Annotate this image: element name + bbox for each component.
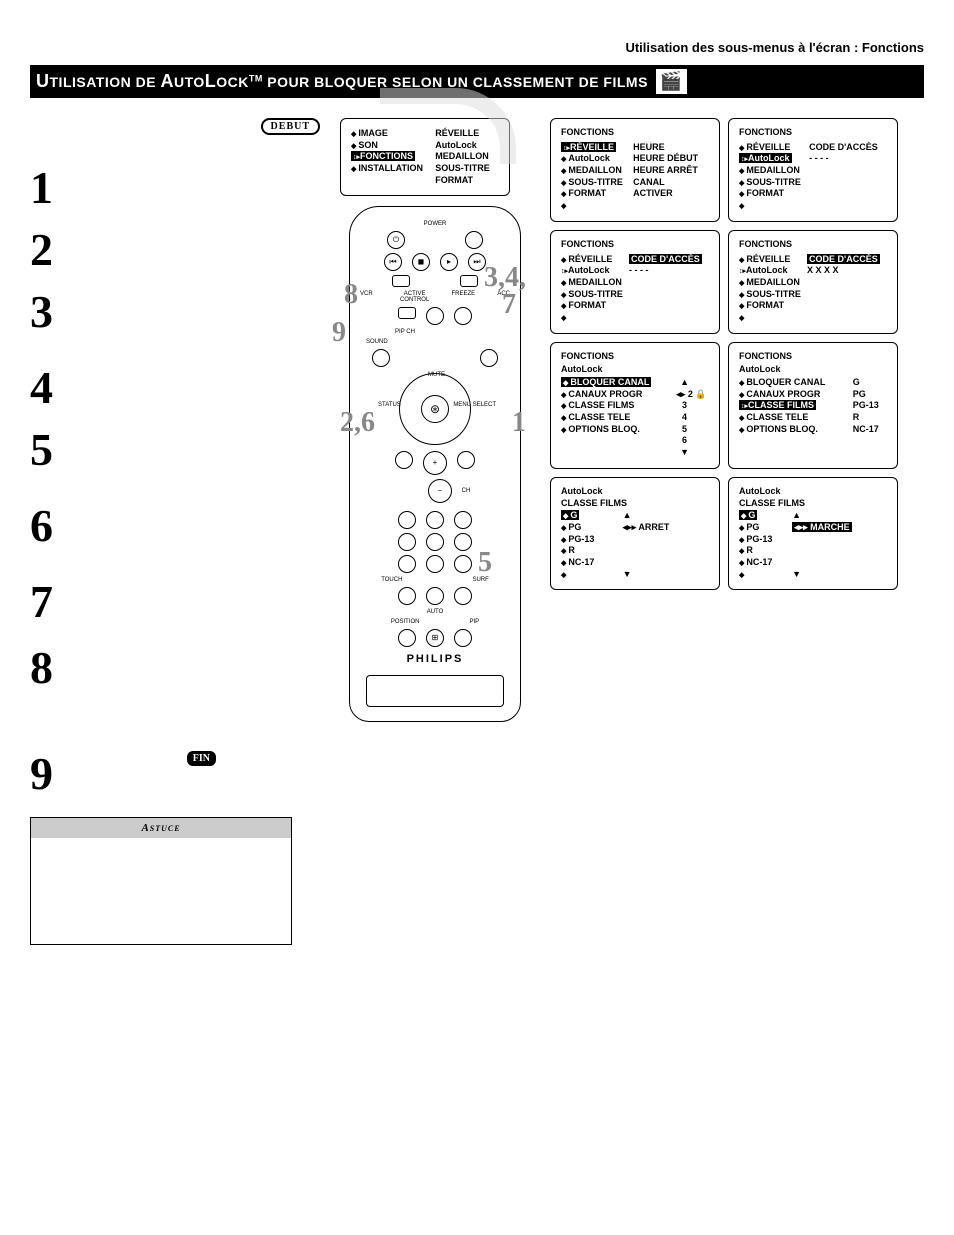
brand-label: PHILIPS bbox=[360, 653, 510, 665]
pip2-button[interactable] bbox=[454, 629, 472, 647]
vol-dn-button[interactable]: − bbox=[428, 479, 452, 503]
remote-column: IMAGE SON FONCTIONS INSTALLATION RÉVEILL… bbox=[340, 118, 530, 945]
panel-autolock-classe: FONCTIONS AutoLock BLOQUER CANAL CANAUX … bbox=[728, 342, 898, 469]
play-button[interactable]: ▸ bbox=[440, 253, 458, 271]
panel-classe-arret: AutoLock CLASSE FILMS G PG PG-13 R NC-17… bbox=[550, 477, 720, 591]
blank-button[interactable] bbox=[480, 349, 498, 367]
header-context: Utilisation des sous-menus à l'écran : F… bbox=[30, 40, 924, 55]
lock-movie-icon: 🎬 bbox=[656, 69, 687, 94]
key-4[interactable] bbox=[398, 533, 416, 551]
steps-column: DEBUT 1 2 3 4 5 6 7 8 9 FIN Astuce bbox=[30, 118, 320, 945]
menu-panels: FONCTIONS RÉVEILLE AutoLock MEDAILLON SO… bbox=[550, 118, 924, 945]
acc-button[interactable] bbox=[460, 275, 478, 287]
panel-autolock-bloquer: FONCTIONS AutoLock BLOQUER CANAL CANAUX … bbox=[550, 342, 720, 469]
ir-window bbox=[366, 675, 504, 707]
step-2: 2 bbox=[30, 227, 64, 273]
power-button[interactable] bbox=[465, 231, 483, 249]
swoosh-graphic bbox=[380, 88, 516, 164]
rew-button[interactable]: ⏮ bbox=[384, 253, 402, 271]
power-label: POWER bbox=[360, 221, 510, 227]
panel-fonctions-reveille: FONCTIONS RÉVEILLE AutoLock MEDAILLON SO… bbox=[550, 118, 720, 222]
step-8: 8 bbox=[30, 645, 64, 691]
status-button[interactable] bbox=[395, 451, 413, 469]
stop-button[interactable]: ◼ bbox=[412, 253, 430, 271]
callout-8: 8 bbox=[344, 279, 358, 311]
step-9: 9 bbox=[30, 751, 64, 797]
step-1: 1 bbox=[30, 165, 64, 211]
fin-badge: FIN bbox=[187, 751, 216, 766]
panel-fonctions-code3: FONCTIONS RÉVEILLE AutoLock MEDAILLON SO… bbox=[728, 230, 898, 334]
pipch-button[interactable] bbox=[398, 307, 416, 319]
key-7[interactable] bbox=[398, 555, 416, 573]
vol-up-button[interactable]: + bbox=[423, 451, 447, 475]
key-5[interactable] bbox=[426, 533, 444, 551]
tip-body bbox=[31, 838, 291, 944]
menu-button[interactable] bbox=[457, 451, 475, 469]
debut-badge: DEBUT bbox=[261, 118, 320, 135]
active-button[interactable] bbox=[426, 307, 444, 325]
callout-9: 9 bbox=[332, 317, 346, 349]
key-1[interactable] bbox=[398, 511, 416, 529]
standby-button[interactable]: ⏻ bbox=[387, 231, 405, 249]
tip-box: Astuce bbox=[30, 817, 292, 945]
touch-button[interactable] bbox=[398, 587, 416, 605]
remote-control: 3,4, 7 8 9 2,6 1 5 POWER ⏻ ⏮◼▸⏭ VCRACTIV… bbox=[349, 206, 521, 722]
callout-5: 5 bbox=[478, 547, 492, 579]
step-4: 4 bbox=[30, 365, 64, 411]
key-9[interactable] bbox=[454, 555, 472, 573]
key-6[interactable] bbox=[454, 533, 472, 551]
key-2[interactable] bbox=[426, 511, 444, 529]
panel-fonctions-code1: FONCTIONS RÉVEILLE AutoLock MEDAILLON SO… bbox=[728, 118, 898, 222]
surf-button[interactable] bbox=[454, 587, 472, 605]
panel-fonctions-code2: FONCTIONS RÉVEILLE AutoLock MEDAILLON SO… bbox=[550, 230, 720, 334]
ok-button[interactable]: ⊛ bbox=[421, 395, 449, 423]
title-text: UTILISATION DE AUTOLOCKTM POUR BLOQUER S… bbox=[36, 71, 648, 92]
key-0[interactable] bbox=[426, 587, 444, 605]
pip-button[interactable]: ⊞ bbox=[426, 629, 444, 647]
vcr-button[interactable] bbox=[392, 275, 410, 287]
tip-heading: Astuce bbox=[31, 818, 291, 838]
step-7: 7 bbox=[30, 579, 64, 625]
pos-button[interactable] bbox=[398, 629, 416, 647]
step-5: 5 bbox=[30, 427, 64, 473]
callout-1: 1 bbox=[512, 407, 526, 439]
key-8[interactable] bbox=[426, 555, 444, 573]
step-6: 6 bbox=[30, 503, 64, 549]
freeze-button[interactable] bbox=[454, 307, 472, 325]
key-3[interactable] bbox=[454, 511, 472, 529]
nav-ring[interactable]: ⊛ STATUS MENU SELECT MUTE bbox=[399, 373, 471, 445]
step-3: 3 bbox=[30, 289, 64, 335]
panel-classe-marche: AutoLock CLASSE FILMS G PG PG-13 R NC-17… bbox=[728, 477, 898, 591]
callout-26: 2,6 bbox=[340, 407, 375, 439]
sound-button[interactable] bbox=[372, 349, 390, 367]
callout-7: 7 bbox=[502, 289, 516, 321]
